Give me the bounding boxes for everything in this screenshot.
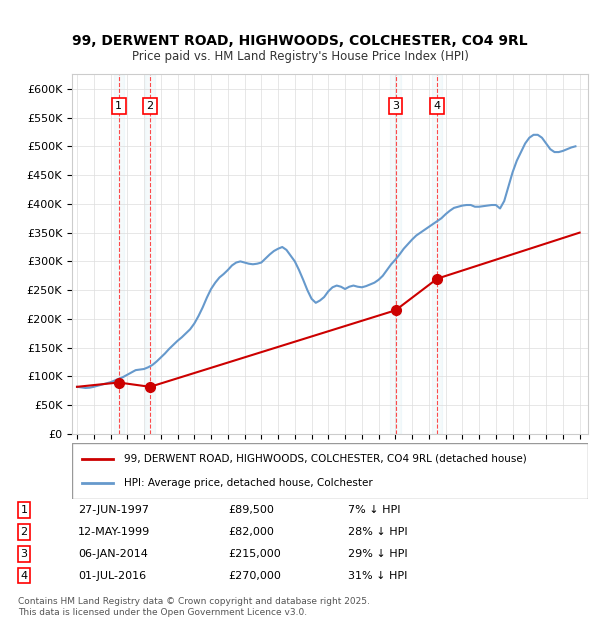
Bar — [114, 74, 124, 434]
Text: 99, DERWENT ROAD, HIGHWOODS, COLCHESTER, CO4 9RL: 99, DERWENT ROAD, HIGHWOODS, COLCHESTER,… — [72, 34, 528, 48]
Bar — [391, 74, 401, 434]
Text: 4: 4 — [434, 101, 441, 111]
Text: 7% ↓ HPI: 7% ↓ HPI — [348, 505, 401, 515]
Text: £270,000: £270,000 — [228, 570, 281, 580]
FancyBboxPatch shape — [72, 443, 588, 499]
Text: 29% ↓ HPI: 29% ↓ HPI — [348, 549, 407, 559]
Text: This data is licensed under the Open Government Licence v3.0.: This data is licensed under the Open Gov… — [18, 608, 307, 617]
Bar — [432, 74, 442, 434]
Text: 4: 4 — [20, 570, 28, 580]
Text: 12-MAY-1999: 12-MAY-1999 — [78, 527, 150, 537]
Text: 06-JAN-2014: 06-JAN-2014 — [78, 549, 148, 559]
Text: £82,000: £82,000 — [228, 527, 274, 537]
Text: £215,000: £215,000 — [228, 549, 281, 559]
Text: 27-JUN-1997: 27-JUN-1997 — [78, 505, 149, 515]
Text: 3: 3 — [392, 101, 399, 111]
Text: 99, DERWENT ROAD, HIGHWOODS, COLCHESTER, CO4 9RL (detached house): 99, DERWENT ROAD, HIGHWOODS, COLCHESTER,… — [124, 454, 526, 464]
Text: Price paid vs. HM Land Registry's House Price Index (HPI): Price paid vs. HM Land Registry's House … — [131, 50, 469, 63]
Text: 1: 1 — [115, 101, 122, 111]
Text: £89,500: £89,500 — [228, 505, 274, 515]
Text: 2: 2 — [20, 527, 28, 537]
Bar — [145, 74, 155, 434]
Text: 31% ↓ HPI: 31% ↓ HPI — [348, 570, 407, 580]
Text: 1: 1 — [20, 505, 28, 515]
Text: HPI: Average price, detached house, Colchester: HPI: Average price, detached house, Colc… — [124, 479, 373, 489]
Text: 3: 3 — [20, 549, 28, 559]
Text: 2: 2 — [146, 101, 154, 111]
Text: 01-JUL-2016: 01-JUL-2016 — [78, 570, 146, 580]
Text: 28% ↓ HPI: 28% ↓ HPI — [348, 527, 407, 537]
Text: Contains HM Land Registry data © Crown copyright and database right 2025.: Contains HM Land Registry data © Crown c… — [18, 597, 370, 606]
